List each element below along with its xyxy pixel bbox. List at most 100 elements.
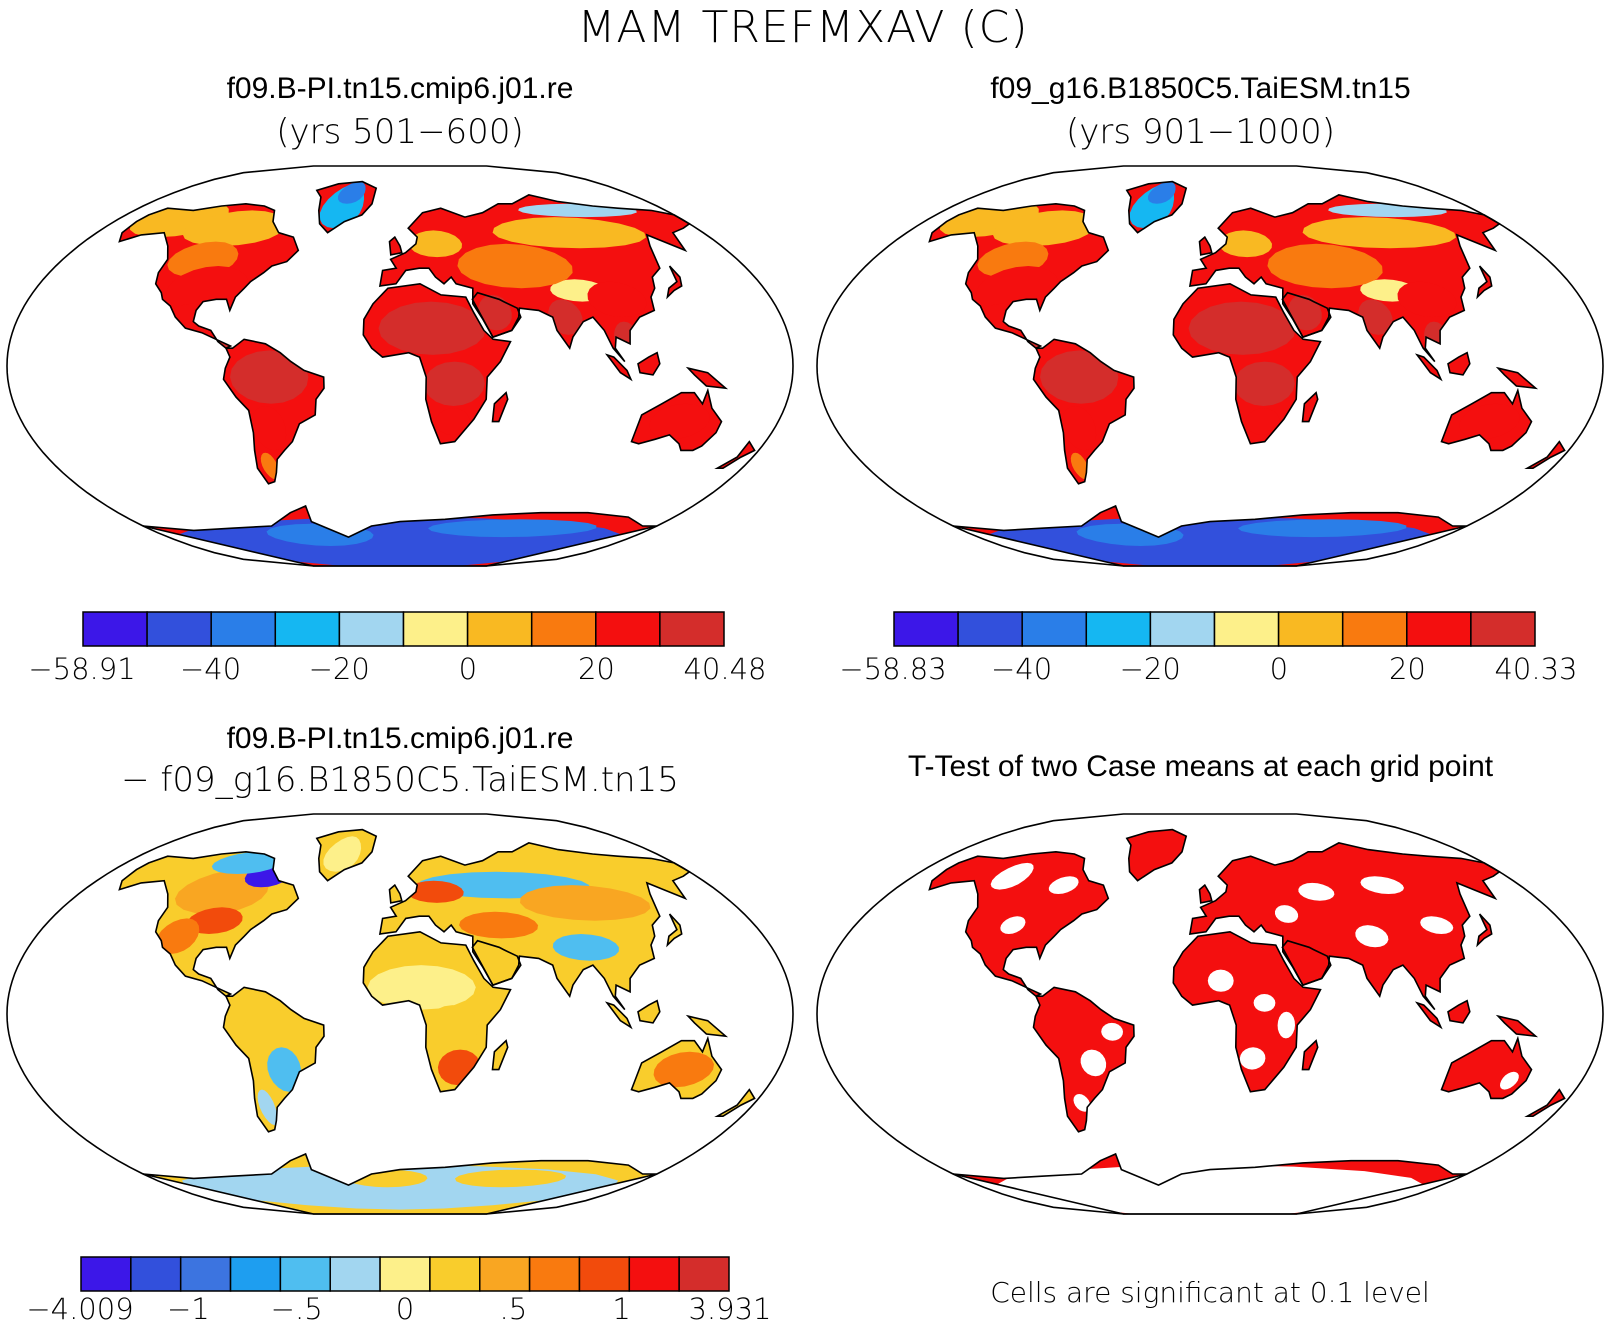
field-contour [423,361,485,406]
coastline-africa [362,282,512,445]
field-contour [1101,1022,1123,1041]
coastline-madagascar [1301,391,1319,423]
panel-4-title: T-Test of two Case means at each grid po… [907,750,1494,783]
colorbar-tick-label: 0 [395,1292,415,1326]
map-panel-4 [816,813,1604,1215]
coastline-japan [666,913,683,948]
colorbar-swatch [229,1256,282,1292]
colorbar-swatch [329,1256,381,1292]
field-contour [478,294,512,331]
coastline-arabia [471,939,522,987]
field-contour [1048,876,1079,894]
field-contour [1277,1011,1295,1039]
field-contour [257,1089,278,1126]
field-contour [1245,408,1280,435]
field-contour [1302,217,1456,249]
coastline-borneo [637,999,661,1024]
coastline-southAmerica [1032,986,1135,1133]
field-contour [211,851,283,874]
land-base-fill [119,181,755,566]
field-contour [367,965,476,1010]
field-contour [1080,1049,1107,1077]
field-contour [323,836,362,872]
coastline-greenland [315,828,378,882]
colorbar-swatch [659,611,725,647]
colorbar-swatch [957,611,1023,647]
colorbar-swatch [82,611,148,647]
significance-note: Cells are significant at 0.1 level [990,1276,1430,1309]
field-contour [155,918,200,954]
coastline-sumatra [604,1001,633,1030]
coastline-newGuinea [1495,1014,1539,1038]
field-contour [435,408,470,435]
coastline-eurasia [1188,194,1501,363]
coastline-africa [1172,282,1322,445]
coastline-northAmerica [118,850,300,998]
panel-2-subtitle: (yrs 901−1000) [1065,112,1336,152]
coastline-britain [388,883,403,904]
panel-1-subtitle: (yrs 501−600) [276,112,524,152]
field-contour [492,217,646,249]
field-contour [426,1005,479,1050]
field-contour [230,350,309,404]
coastline-borneo [637,351,661,376]
field-contour [1275,905,1299,923]
field-contour [1420,916,1454,934]
colorbar-swatch [578,1256,631,1292]
coastline-greenland [315,180,378,234]
panel-3-subtitle: − f09_g16.B1850C5.TaiESM.tn15 [121,760,679,800]
colorbar-swatch [1406,611,1472,647]
colorbar-tick-label: 20 [577,652,615,686]
coastline-britain [388,235,403,256]
land-base-fill [929,181,1565,566]
field-contour [587,281,647,318]
field-contour [455,1169,567,1188]
field-contour [649,403,710,440]
field-contour [1040,350,1119,404]
coastline-australia [630,1035,723,1100]
coastline-nz [714,1088,756,1117]
field-contour [1239,1047,1266,1070]
land-base-fill [929,829,1565,1214]
coastline-eurasia [378,842,691,1011]
field-contour [1061,406,1097,451]
colorbar-swatch [893,611,959,647]
map-panel-3 [6,813,794,1215]
panel-3-title: f09.B-PI.tn15.cmip6.j01.re [226,722,574,755]
colorbar-panel-1 [82,611,725,647]
field-contour [1000,916,1026,934]
colorbar-panel-1-labels: −58.91 −40 −20 0 20 40.48 [28,652,766,688]
colorbar-tick-label: −20 [308,652,370,686]
coastline-southAmerica [222,338,325,485]
colorbar-swatch [528,1256,581,1292]
field-contour [459,911,538,939]
colorbar-tick-label: −1 [166,1292,210,1326]
colorbar-tick-label: .5 [499,1292,528,1326]
field-contour [1148,181,1176,204]
coastline-japan [1476,265,1493,300]
coastline-arabia [1281,291,1332,339]
colorbar-tick-label: −.5 [270,1292,323,1326]
colorbar-swatch [1277,611,1344,647]
map-panel-2 [816,165,1604,567]
field-contour [1233,361,1295,406]
colorbar-swatch [1085,611,1152,647]
coastline-arabia [1281,939,1332,987]
coastline-madagascar [491,1039,509,1071]
map-boundary [816,813,1604,1215]
colorbar-swatch [628,1256,680,1292]
map-boundary [6,165,794,567]
colorbar-swatch [379,1256,431,1292]
coastline-sumatra [1414,1001,1443,1030]
coastline-greenland [1125,180,1188,234]
field-contour [990,862,1034,890]
colorbar-tick-label: −40 [990,652,1053,686]
coastline-northAmerica [928,850,1110,998]
colorbar-panel-3-labels: −4.009 −1 −.5 0 .5 1 3.931 [26,1292,771,1326]
coastline-arabia [471,291,522,339]
colorbar-swatch [530,611,597,647]
figure-title: MAM TREFMXAV (C) [577,2,1029,53]
field-contour [1267,243,1383,289]
colorbar-swatch [279,1256,331,1292]
colorbar-swatch [678,1256,730,1292]
